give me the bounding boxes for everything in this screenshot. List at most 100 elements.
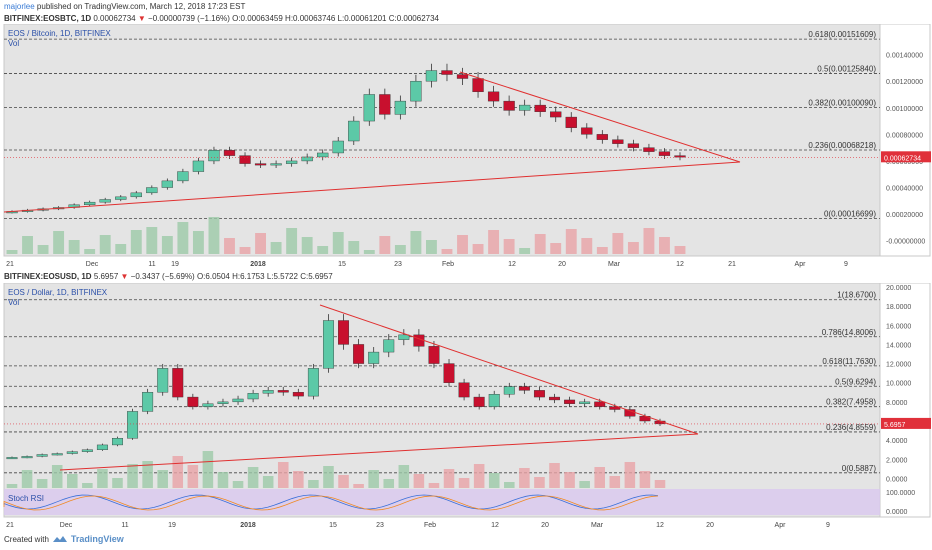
volume-bar — [624, 462, 636, 488]
volume-bar — [488, 473, 500, 488]
candle — [292, 392, 304, 397]
down-arrow-icon: ▼ — [137, 14, 146, 23]
price-tag-label: 0.00062734 — [884, 155, 921, 162]
candle — [398, 334, 410, 340]
high-value: H:0.00063746 — [285, 14, 336, 23]
tradingview-brand[interactable]: TradingView — [70, 534, 124, 544]
created-with-text: Created with — [4, 534, 49, 544]
x-tick-label: 15 — [338, 261, 346, 268]
footer: Created with TradingView — [4, 534, 124, 544]
candle — [36, 454, 48, 457]
candle — [262, 390, 274, 394]
fib-label: 0.786(14.8006) — [822, 328, 877, 337]
y-tick-label: 10.0000 — [886, 381, 911, 388]
volume-bar — [534, 234, 546, 254]
candle — [254, 163, 267, 166]
candle — [383, 339, 395, 353]
volume-bar — [68, 240, 80, 254]
candle — [157, 368, 169, 393]
candle — [301, 156, 313, 162]
y-tick-label: 16.0000 — [886, 323, 911, 330]
fib-label: 0.236(0.00068218) — [808, 141, 876, 150]
x-tick-label: 12 — [508, 261, 516, 268]
volume-bar — [286, 228, 298, 254]
x-tick-label: Dec — [86, 261, 99, 268]
volume-bar — [157, 470, 168, 488]
volume-bar — [488, 230, 500, 254]
price-tag-label: 5.6957 — [884, 422, 906, 429]
volume-bar — [51, 465, 63, 488]
candle — [177, 171, 189, 182]
volume-bar — [426, 240, 437, 254]
volume-bar — [565, 229, 577, 254]
volume-bar — [130, 230, 142, 254]
volume-bar — [428, 483, 440, 488]
volume-bar — [37, 245, 49, 254]
y-tick-label: 0.00060000 — [886, 159, 923, 166]
low-value: L:0.00061201 — [337, 14, 387, 23]
volume-bar — [6, 484, 18, 488]
volume-bar — [594, 467, 605, 488]
candle — [161, 180, 173, 188]
x-tick-label: Apr — [795, 261, 807, 268]
candle — [368, 351, 380, 364]
chart-panel-eosusd[interactable]: EOS / Dollar, 1D, BITFINEX Vol 20.0000 18.0… — [0, 283, 932, 531]
volume-bar — [208, 217, 220, 254]
volume-bar — [127, 464, 138, 488]
candle — [322, 320, 334, 369]
stoch-rsi-band — [4, 489, 880, 515]
y-tick-label: 18.0000 — [886, 304, 911, 311]
y-tick-label: 0.00020000 — [886, 212, 923, 219]
fib-label: 0.382(7.4958) — [826, 398, 876, 407]
candle — [534, 104, 546, 112]
author-link[interactable]: majorlee — [4, 2, 35, 11]
candle — [674, 155, 686, 158]
volume-bar — [97, 469, 108, 488]
volume-bar — [519, 468, 530, 488]
x-tick-label: Dec — [60, 522, 73, 529]
price-tag — [881, 417, 931, 429]
volume-bar — [308, 480, 319, 488]
candle — [473, 396, 485, 407]
x-tick-label: 12 — [491, 522, 499, 529]
published-text: published on TradingView.com, March 12, … — [36, 2, 246, 11]
candle — [550, 111, 562, 118]
fib-label: 0.618(0.00151609) — [808, 30, 876, 39]
volume-bar — [217, 472, 229, 488]
volume-bar — [457, 235, 468, 254]
candle — [472, 78, 484, 93]
volume-bar — [659, 237, 670, 254]
volume-bar — [202, 451, 214, 488]
x-tick-label: 20 — [558, 261, 566, 268]
x-tick-label: 9 — [844, 261, 848, 268]
down-arrow-icon: ▼ — [120, 272, 129, 281]
x-tick-label: 2018 — [250, 261, 266, 268]
candle — [307, 368, 319, 397]
trend-line-lower — [59, 433, 699, 471]
x-tick-label: 11 — [148, 261, 155, 268]
volume-bar — [301, 237, 313, 254]
x-tick-label: 20 — [706, 522, 714, 529]
x-tick-label: Mar — [608, 261, 621, 268]
candle — [232, 398, 244, 403]
y-tick-label: 0.00100000 — [886, 106, 923, 113]
candle — [66, 451, 78, 454]
y-tick-label: -0.00000000 — [886, 239, 925, 246]
volume-bar — [293, 471, 304, 488]
volume-bar — [579, 481, 590, 488]
x-tick-label: Apr — [775, 522, 787, 529]
stoch-tick-label: 0.0000 — [886, 509, 908, 516]
volume-bar — [247, 467, 259, 488]
candle — [410, 80, 422, 102]
candle — [51, 453, 63, 456]
y-tick-label: 8.0000 — [886, 400, 908, 407]
x-tick-label: 12 — [656, 522, 664, 529]
y-tick-label: 0.00080000 — [886, 132, 923, 139]
volume-bar — [142, 461, 153, 488]
chart-panel-eosbtc[interactable]: EOS / Bitcoin, 1D, BITFINEX Vol 0.00140000… — [0, 24, 932, 270]
candle — [565, 116, 577, 128]
publish-info: majorlee published on TradingView.com, M… — [4, 2, 245, 11]
stoch-rsi-label: Stoch RSI — [8, 494, 44, 503]
